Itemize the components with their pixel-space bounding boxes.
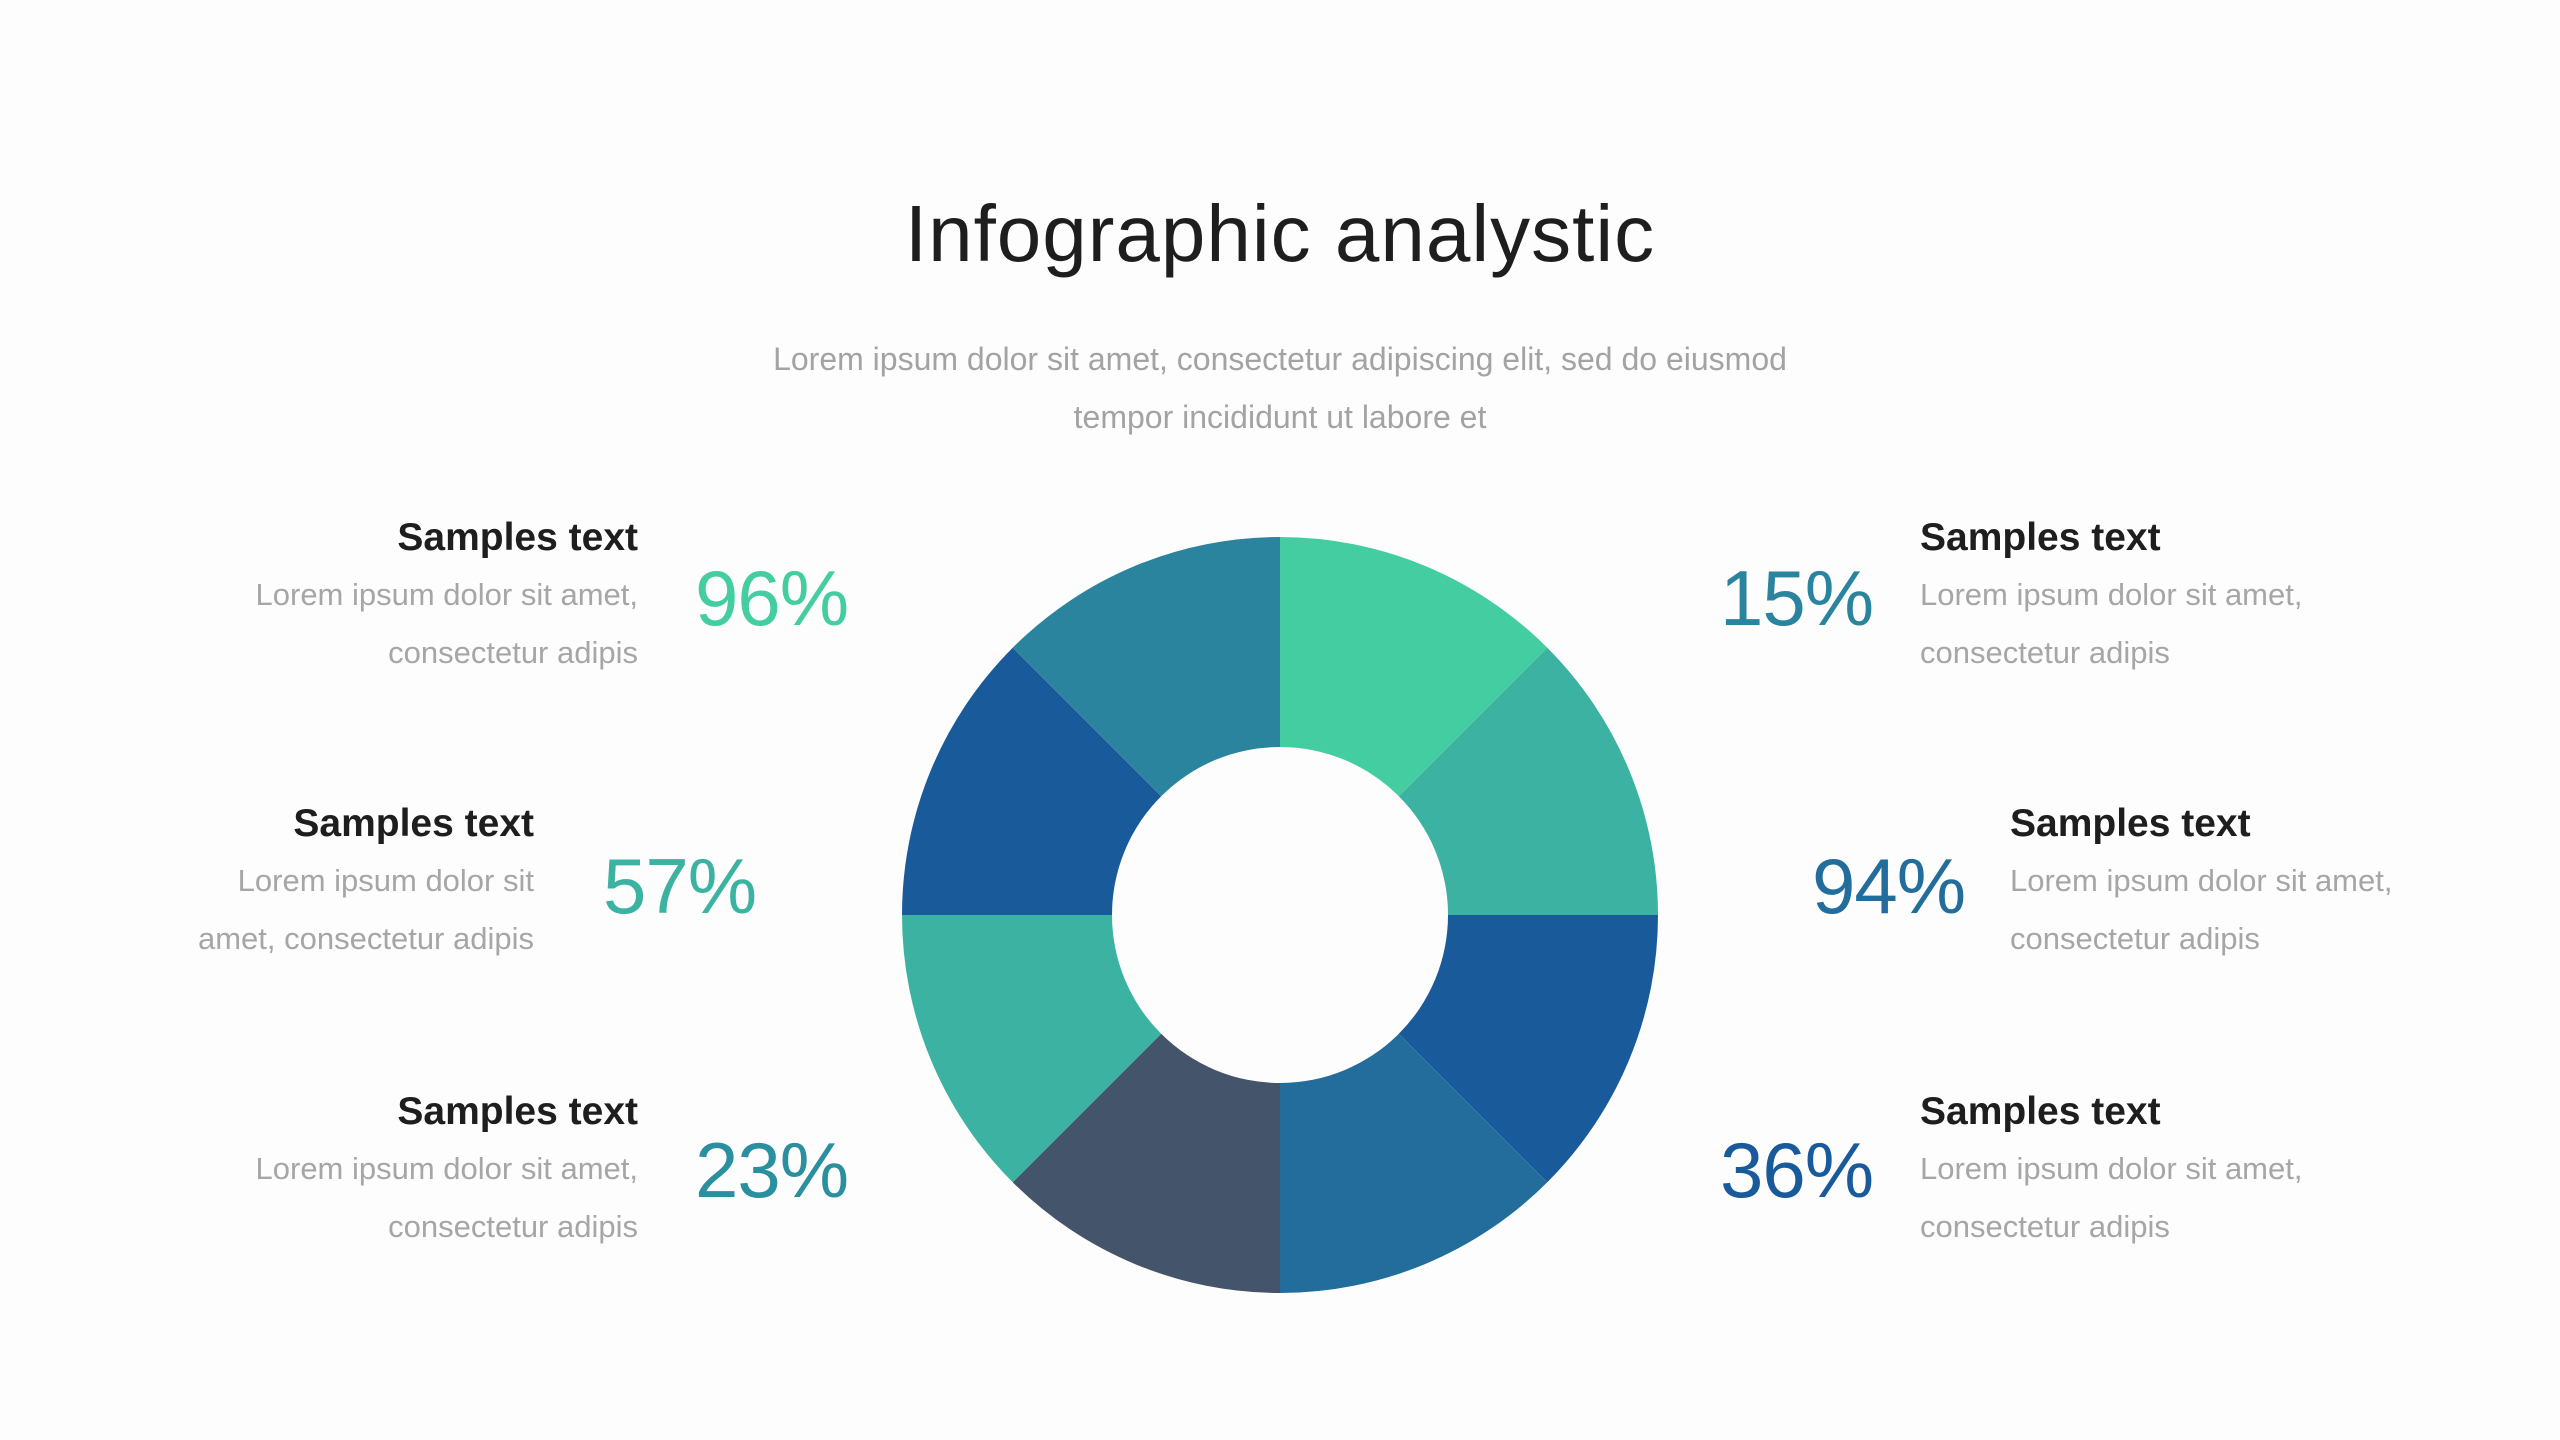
donut-slice-6: [902, 915, 1162, 1183]
donut-slice-4: [1280, 1033, 1548, 1293]
info-block-left-1: Samples text Lorem ipsum dolor sit amet,…: [118, 514, 638, 682]
percent-value: 36%: [1720, 1126, 1874, 1214]
info-heading: Samples text: [397, 1090, 638, 1133]
donut-slice-7: [902, 647, 1162, 915]
donut-slice-5: [1012, 1033, 1280, 1293]
info-description: Lorem ipsum dolor sit amet, consectetur …: [255, 577, 638, 670]
info-block-right-2: Samples text Lorem ipsum dolor sit amet,…: [2010, 800, 2530, 968]
donut-slice-1: [1280, 537, 1548, 797]
percent-value: 94%: [1812, 842, 1966, 930]
info-block-left-2: Samples text Lorem ipsum dolor sit amet,…: [14, 800, 534, 968]
percent-value: 96%: [695, 554, 849, 642]
info-block-right-1: Samples text Lorem ipsum dolor sit amet,…: [1920, 514, 2440, 682]
info-heading: Samples text: [2010, 802, 2251, 845]
donut-slice-8: [1012, 537, 1280, 797]
info-block-left-3: Samples text Lorem ipsum dolor sit amet,…: [118, 1088, 638, 1256]
info-description: Lorem ipsum dolor sit amet, consectetur …: [197, 863, 534, 956]
percent-value: 15%: [1720, 554, 1874, 642]
donut-slice-2: [1398, 647, 1658, 915]
donut-slice-3: [1398, 915, 1658, 1183]
info-block-right-3: Samples text Lorem ipsum dolor sit amet,…: [1920, 1088, 2440, 1256]
info-description: Lorem ipsum dolor sit amet, consectetur …: [1920, 577, 2303, 670]
page-title: Infographic analystic: [904, 189, 1656, 278]
info-description: Lorem ipsum dolor sit amet, consectetur …: [255, 1151, 638, 1244]
percent-value: 23%: [695, 1126, 849, 1214]
page-subtitle: Lorem ipsum dolor sit amet, consectetur …: [773, 341, 1787, 435]
info-heading: Samples text: [293, 802, 534, 845]
info-description: Lorem ipsum dolor sit amet, consectetur …: [1920, 1151, 2303, 1244]
info-heading: Samples text: [1920, 1090, 2161, 1133]
info-description: Lorem ipsum dolor sit amet, consectetur …: [2010, 863, 2393, 956]
info-heading: Samples text: [397, 516, 638, 559]
percent-value: 57%: [603, 842, 757, 930]
info-heading: Samples text: [1920, 516, 2161, 559]
